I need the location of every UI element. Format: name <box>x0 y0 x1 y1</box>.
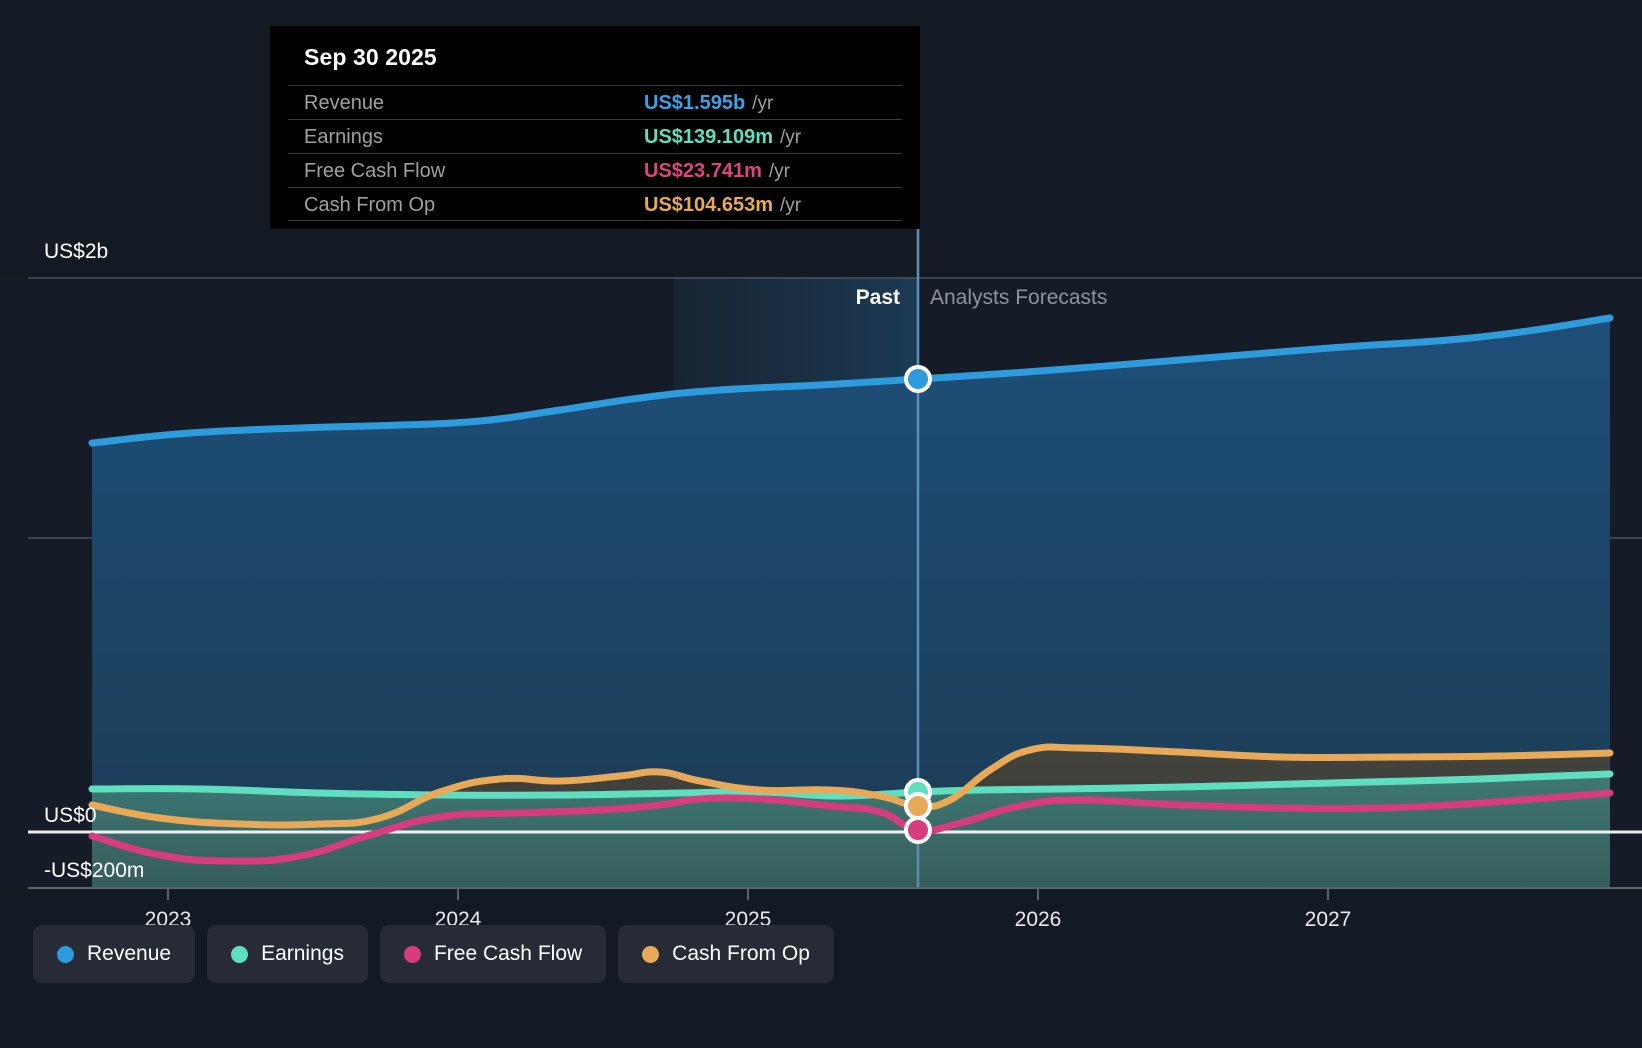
hover-markers <box>904 365 932 844</box>
tooltip-row-value: US$139.109m <box>644 126 773 148</box>
legend-color-dot-icon <box>403 945 421 963</box>
marker-cash-from-op <box>904 792 932 820</box>
legend-color-dot-icon <box>231 945 249 963</box>
tooltip-row: Revenue US$1.595b/yr <box>288 85 902 119</box>
revenue-line <box>88 314 1614 447</box>
past-label: Past <box>855 286 900 309</box>
tooltip-row-label: Free Cash Flow <box>304 160 446 182</box>
legend-color-dot-icon <box>642 945 660 963</box>
tooltip-row-unit: /yr <box>768 161 790 182</box>
y-axis-label-zero: US$0 <box>44 804 97 827</box>
tooltip-row-value: US$1.595b <box>644 92 746 114</box>
legend-item-earnings[interactable]: Earnings <box>207 925 368 983</box>
tooltip-row-label: Earnings <box>304 126 383 148</box>
tooltip-row-unit: /yr <box>779 195 802 216</box>
tooltip-row: Cash From Op US$104.653m/yr <box>288 187 902 221</box>
legend-item-free-cash-flow[interactable]: Free Cash Flow <box>379 925 607 983</box>
chart-legend[interactable]: Revenue Earnings Free Cash Flow Cash From O… <box>33 925 834 983</box>
data-tooltip: Sep 30 2025 Revenue US$1.595b/yr Earnings U… <box>270 26 920 229</box>
free-cash-flow-line <box>88 789 1614 865</box>
legend-item-label: Cash From Op <box>672 942 810 965</box>
tooltip-row-label: Revenue <box>304 92 385 114</box>
revenue-area <box>92 318 1610 888</box>
analysts-forecasts-label: Analysts Forecasts <box>930 286 1108 309</box>
legend-item-cash-from-op[interactable]: Cash From Op <box>618 925 834 983</box>
legend-item-label: Revenue <box>87 942 172 965</box>
legend-item-revenue[interactable]: Revenue <box>33 925 196 983</box>
x-axis-tick-2027: 2027 <box>1304 908 1352 931</box>
y-axis-label-top: US$2b <box>44 240 109 263</box>
tooltip-row-unit: /yr <box>752 93 774 114</box>
tooltip-row-value: US$23.741m <box>644 160 762 182</box>
tooltip-row-label: Cash From Op <box>304 194 436 216</box>
tooltip-row: Free Cash Flow US$23.741m/yr <box>288 153 902 187</box>
marker-revenue <box>904 365 932 393</box>
marker-free-cash-flow <box>904 816 932 844</box>
tooltip-row: Earnings US$139.109m/yr <box>288 119 902 153</box>
y-axis-label-bottom: -US$200m <box>44 859 145 882</box>
tooltip-date: Sep 30 2025 <box>304 44 437 70</box>
legend-item-label: Earnings <box>261 942 344 965</box>
financial-chart[interactable]: US$2b US$0 -US$200m 2023 2024 2025 2026 2027… <box>0 0 1642 931</box>
x-axis-tick-2026: 2026 <box>1014 908 1062 931</box>
chart-canvas <box>28 228 1642 900</box>
tooltip-row-unit: /yr <box>779 127 802 148</box>
legend-color-dot-icon <box>57 945 74 963</box>
tooltip-row-value: US$104.653m <box>644 194 773 216</box>
tooltip-rows: Revenue US$1.595b/yr Earnings US$139.109m/y… <box>288 85 902 221</box>
legend-item-label: Free Cash Flow <box>433 942 583 965</box>
earnings-line <box>88 770 1614 800</box>
cash-from-op-line <box>88 743 1614 829</box>
x-axis-ticks <box>167 888 1329 900</box>
